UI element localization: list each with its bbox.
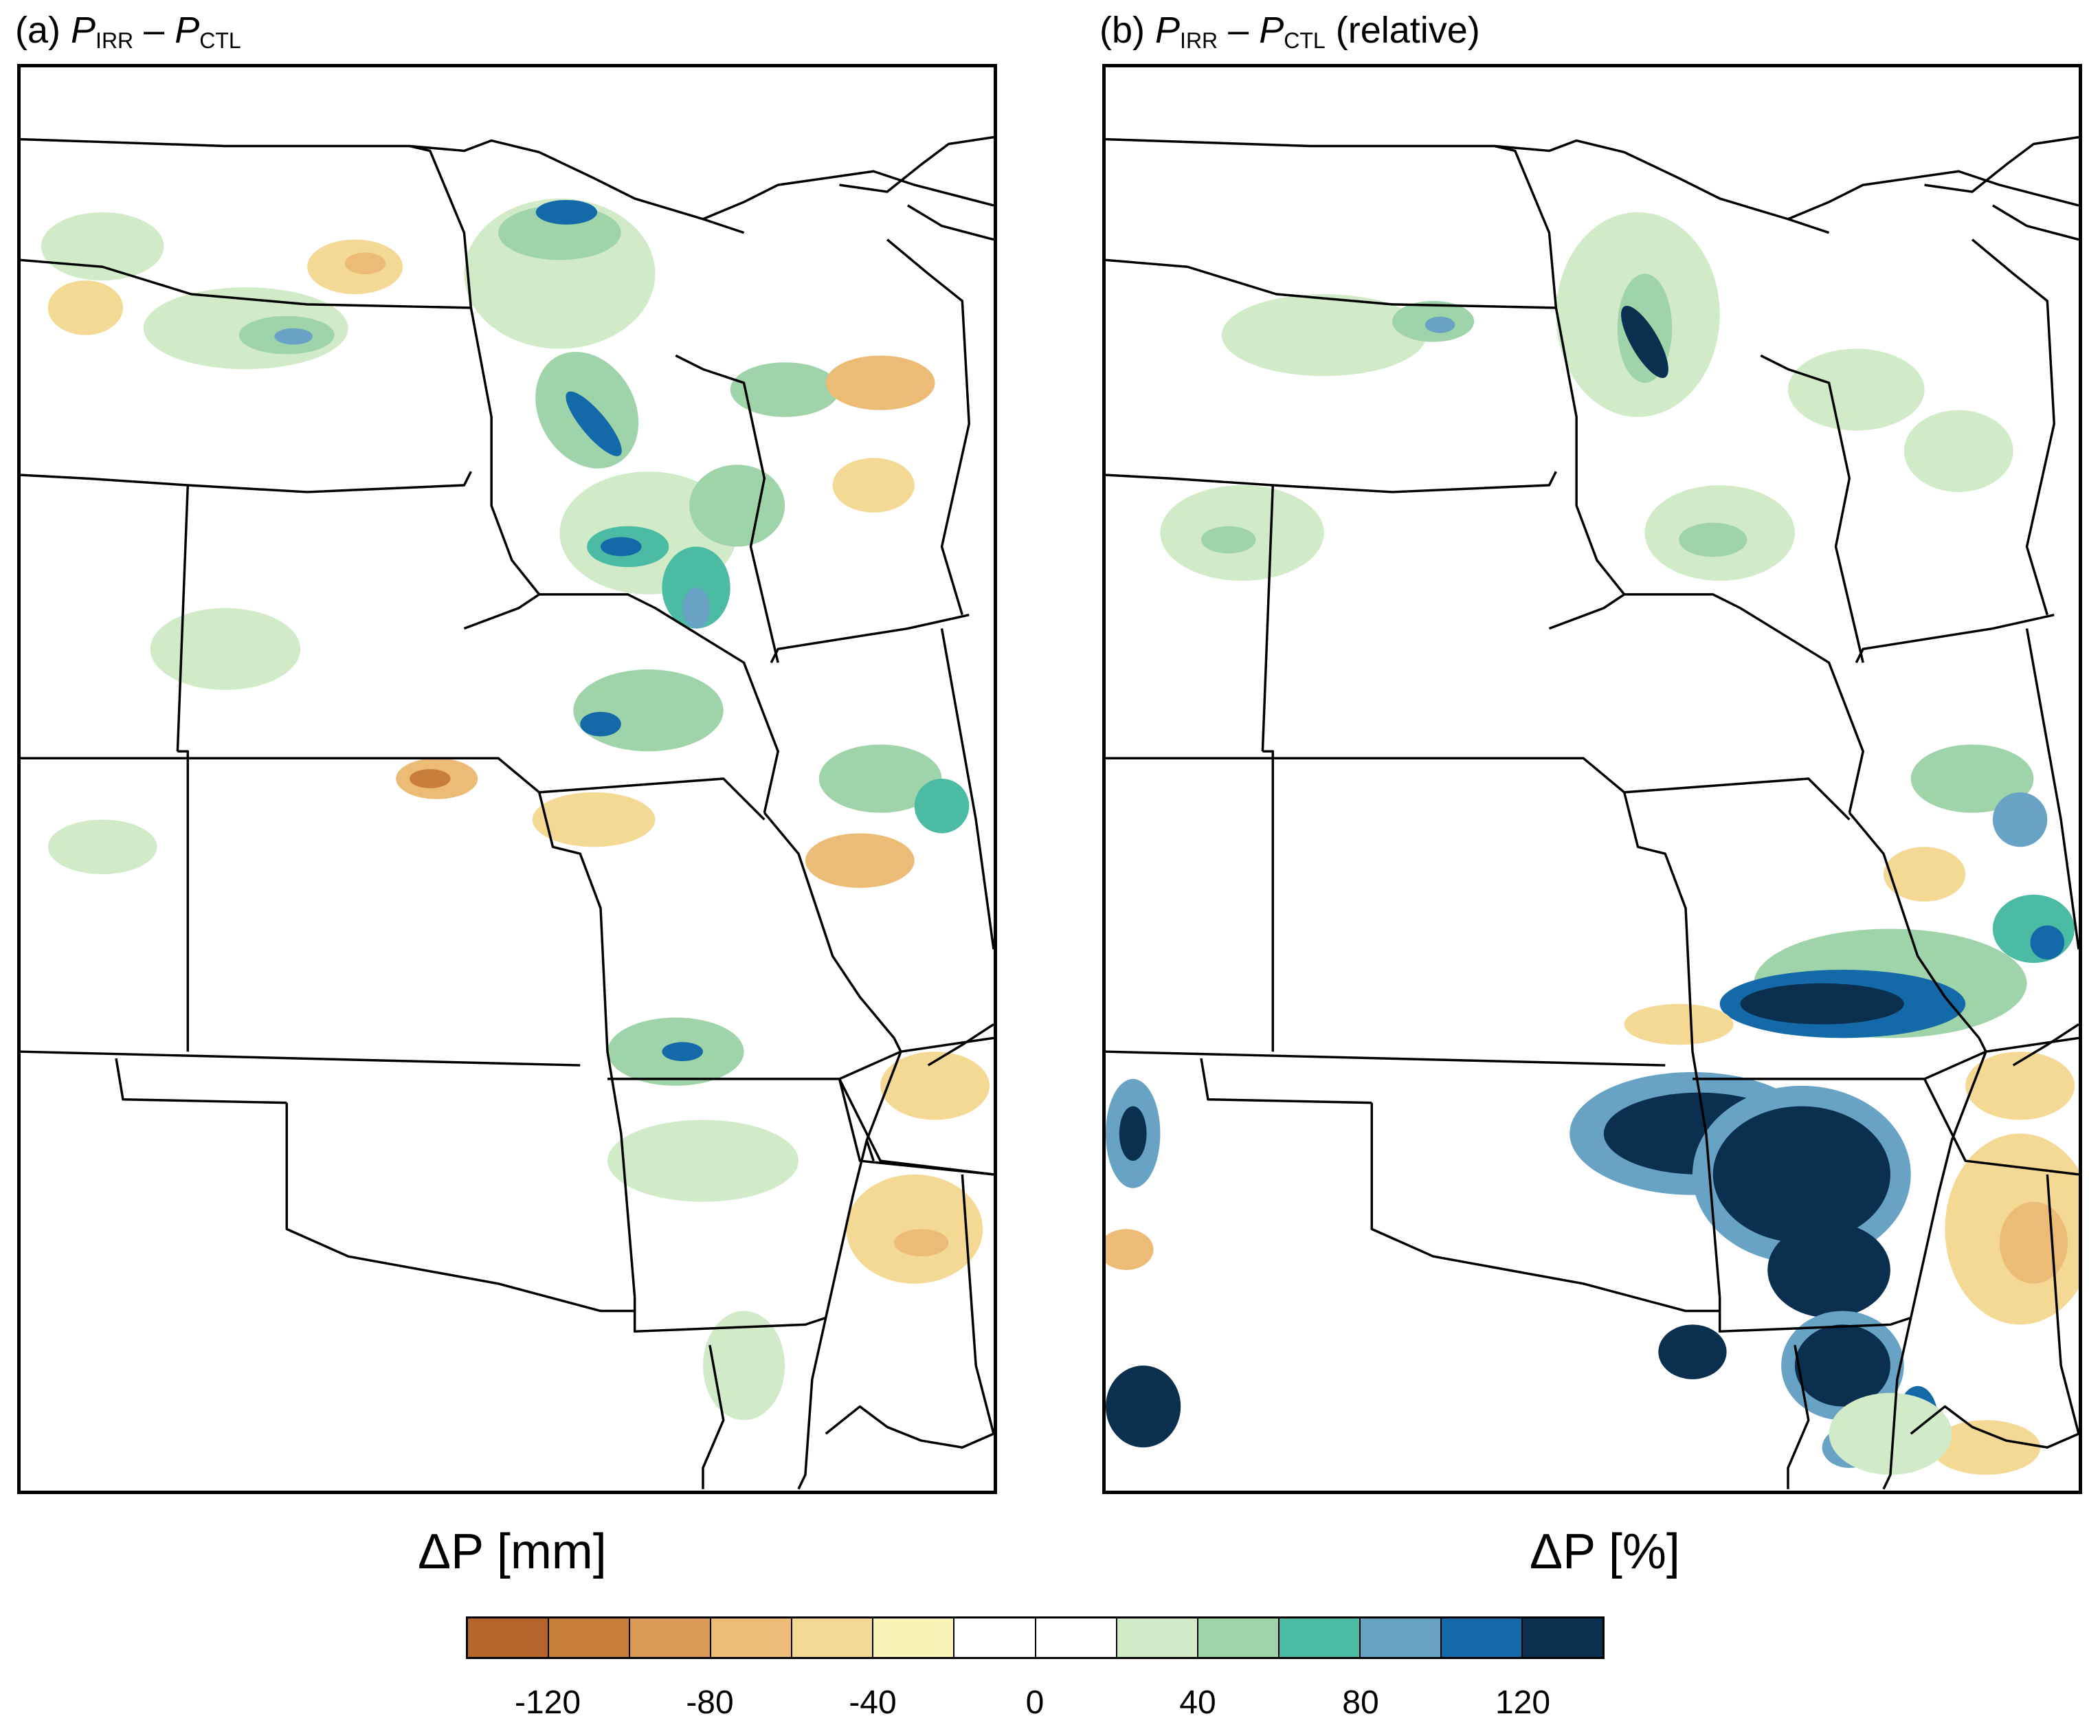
colorbar-swatch [1360, 1618, 1442, 1657]
map-panel-b-svg [1106, 135, 2079, 1490]
panel-b-unit-label: ΔP [%] [1530, 1524, 1680, 1579]
panel-b-sub1: IRR [1180, 28, 1218, 53]
colorbar-swatch [711, 1618, 793, 1657]
colorbar-swatch [954, 1618, 1036, 1657]
panel-b-title: (b) PIRR – PCTL (relative) [1099, 8, 1480, 63]
map-panel-b [1102, 64, 2082, 1494]
panel-a-sub2: CTL [199, 28, 241, 53]
colorbar-swatch [1441, 1618, 1523, 1657]
colorbar-tick: -80 [686, 1684, 734, 1721]
colorbar-swatch [1198, 1618, 1280, 1657]
panel-b-label: (b) [1099, 10, 1145, 51]
map-panel-a [17, 64, 997, 1494]
colorbar-tick: -40 [849, 1684, 897, 1721]
colorbar [466, 1616, 1605, 1659]
panel-b-sub2: CTL [1284, 28, 1326, 53]
panel-a-p1: P [71, 10, 96, 51]
panel-a-p2: P [175, 10, 200, 51]
colorbar-swatch [1279, 1618, 1361, 1657]
panel-a-title: (a) PIRR – PCTL [15, 8, 241, 63]
panel-a-label: (a) [15, 10, 60, 51]
panel-b-suffix: (relative) [1335, 10, 1480, 51]
panel-b-minus: – [1228, 10, 1249, 51]
colorbar-swatch [792, 1618, 874, 1657]
colorbar-tick: -120 [514, 1684, 581, 1721]
colorbar-swatch [630, 1618, 712, 1657]
precip-anomaly-field-b [1106, 212, 2079, 1475]
colorbar-swatch [549, 1618, 631, 1657]
map-panel-a-svg [21, 135, 994, 1490]
panel-a-minus: – [144, 10, 165, 51]
colorbar-swatch [1117, 1618, 1198, 1657]
colorbar-swatch [873, 1618, 955, 1657]
colorbar-swatch [468, 1618, 550, 1657]
state-boundaries-b [1106, 135, 2079, 1490]
panel-a-unit-label: ΔP [mm] [418, 1524, 607, 1579]
precip-anomaly-field-a [41, 198, 990, 1421]
panel-b-p1: P [1155, 10, 1181, 51]
colorbar-swatch [1036, 1618, 1117, 1657]
panel-a-sub1: IRR [96, 28, 134, 53]
colorbar-tick: 40 [1179, 1684, 1216, 1721]
colorbar-swatch [1523, 1618, 1603, 1657]
state-boundaries-a [21, 135, 994, 1490]
colorbar-tick: 0 [1025, 1684, 1045, 1721]
colorbar-tick: 80 [1342, 1684, 1379, 1721]
panel-b-p2: P [1259, 10, 1284, 51]
colorbar-tick: 120 [1495, 1684, 1551, 1721]
